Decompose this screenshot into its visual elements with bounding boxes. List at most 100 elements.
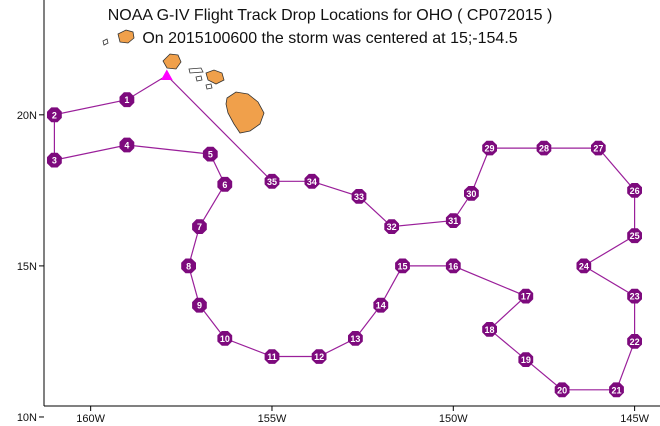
drop-number: 21 — [611, 385, 621, 395]
drop-octagon-icon — [192, 219, 207, 234]
drop-marker: 28 — [536, 140, 552, 156]
x-tick-label: 145W — [620, 413, 649, 425]
drop-marker: 16 — [445, 258, 461, 274]
map-axes — [43, 0, 660, 407]
drop-octagon-icon — [373, 297, 389, 313]
drop-marker: 7 — [192, 219, 207, 234]
drop-marker: 15 — [395, 258, 410, 274]
drop-marker: 25 — [627, 228, 642, 244]
drop-number: 16 — [448, 261, 458, 271]
drop-marker: 31 — [445, 213, 461, 228]
drop-octagon-icon — [192, 297, 207, 313]
drop-number: 17 — [521, 292, 531, 302]
drop-marker: 18 — [482, 322, 497, 337]
drop-marker: 6 — [217, 176, 233, 192]
drop-marker: 3 — [47, 152, 62, 168]
drop-octagon-icon — [395, 258, 410, 274]
drop-octagon-icon — [518, 288, 534, 304]
island-lanai — [195, 75, 203, 82]
drop-octagon-icon — [445, 213, 461, 228]
drop-marker: 32 — [384, 219, 399, 234]
drop-octagon-icon — [627, 228, 642, 244]
drop-octagon-icon — [217, 331, 233, 346]
drop-octagon-icon — [264, 173, 280, 189]
drop-marker: 10 — [217, 331, 233, 346]
drop-number: 12 — [314, 352, 324, 362]
drop-number: 9 — [197, 301, 202, 311]
x-tick-label: 150W — [439, 413, 468, 425]
drop-number: 15 — [398, 261, 408, 271]
drop-marker: 35 — [264, 173, 280, 189]
drop-octagon-icon — [536, 140, 552, 156]
drop-octagon-icon — [518, 352, 534, 367]
drop-marker: 9 — [192, 297, 207, 313]
drop-number: 23 — [630, 292, 640, 302]
drop-number: 14 — [376, 301, 386, 311]
drop-number: 3 — [52, 156, 57, 166]
drop-marker: 29 — [482, 140, 497, 156]
drop-number: 32 — [387, 222, 397, 232]
drop-number: 1 — [124, 95, 129, 105]
map-subtitle: On 2015100600 the storm was centered at … — [142, 30, 518, 47]
drop-marker: 2 — [47, 107, 62, 123]
drop-marker: 30 — [464, 186, 479, 201]
drop-marker: 27 — [591, 140, 606, 156]
drop-number: 18 — [485, 325, 495, 335]
island-kahoolawe — [205, 83, 213, 90]
drop-number: 30 — [466, 189, 476, 199]
drop-marker: 24 — [576, 258, 592, 274]
drop-marker: 13 — [348, 331, 363, 346]
drop-number: 2 — [52, 110, 57, 120]
drop-octagon-icon — [264, 349, 280, 364]
drop-marker: 5 — [202, 146, 218, 162]
drop-number: 35 — [267, 177, 277, 187]
hawaiian-islands — [102, 29, 265, 134]
drop-number: 20 — [557, 385, 567, 395]
drop-number: 28 — [539, 144, 549, 154]
island-kauai — [117, 29, 135, 44]
island-hawaii — [225, 91, 265, 134]
y-tick-label: 20N — [17, 110, 37, 122]
drop-number: 34 — [307, 177, 317, 187]
drop-octagon-icon — [47, 152, 62, 168]
drop-marker: 26 — [627, 183, 642, 198]
drop-number: 8 — [186, 261, 191, 271]
flight-track-line — [53, 74, 636, 391]
drop-octagon-icon — [304, 173, 320, 189]
drop-marker: 19 — [518, 352, 534, 367]
drop-number: 4 — [124, 141, 129, 151]
drop-octagon-icon — [609, 382, 624, 398]
drop-octagon-icon — [627, 288, 642, 304]
island-oahu — [162, 53, 182, 70]
drop-marker: 4 — [119, 137, 135, 153]
drop-number: 5 — [208, 150, 213, 160]
drop-marker: 23 — [627, 288, 642, 304]
drop-number: 10 — [220, 334, 230, 344]
drop-marker: 11 — [264, 349, 280, 364]
drop-octagon-icon — [627, 183, 642, 198]
drop-octagon-icon — [482, 140, 497, 156]
drop-number: 33 — [354, 192, 364, 202]
drop-octagon-icon — [47, 107, 62, 123]
y-tick-label: 10N — [17, 412, 37, 424]
drop-number: 22 — [630, 337, 640, 347]
map-title: NOAA G-IV Flight Track Drop Locations fo… — [107, 7, 553, 24]
drop-octagon-icon — [627, 334, 642, 349]
drop-octagon-icon — [554, 382, 570, 398]
drop-octagon-icon — [217, 176, 233, 192]
drop-number: 25 — [630, 231, 640, 241]
drop-number: 26 — [630, 186, 640, 196]
drop-marker: 1 — [119, 92, 135, 108]
y-tick-label: 15N — [17, 261, 37, 273]
drop-marker: 14 — [373, 297, 389, 313]
drop-number: 19 — [521, 355, 531, 365]
drop-marker: 12 — [311, 349, 327, 364]
drop-octagon-icon — [119, 137, 135, 153]
drop-octagon-icon — [202, 146, 218, 162]
drop-octagon-icon — [348, 331, 363, 346]
drop-octagon-icon — [384, 219, 399, 234]
drop-octagon-icon — [482, 322, 497, 337]
x-tick-label: 155W — [258, 413, 287, 425]
drop-number: 11 — [267, 352, 277, 362]
